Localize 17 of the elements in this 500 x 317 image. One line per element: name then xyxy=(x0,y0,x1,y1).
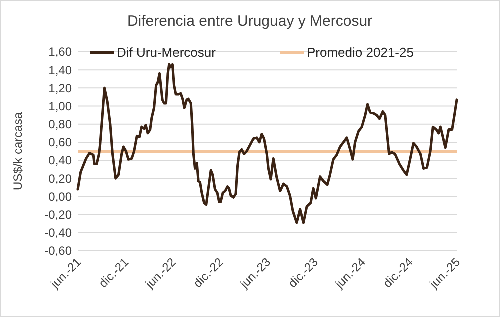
y-tick-label: 0,00 xyxy=(48,190,72,204)
chart-title: Diferencia entre Uruguay y Mercosur xyxy=(127,13,373,30)
y-tick-label: 0,20 xyxy=(48,172,72,186)
y-axis-title: US$/k carcasa xyxy=(11,112,25,191)
y-tick-label: 1,40 xyxy=(48,63,72,78)
y-tick-label: -0,20 xyxy=(44,208,72,222)
y-tick-label: 0,60 xyxy=(48,136,72,150)
y-tick-label: 1,00 xyxy=(48,99,72,114)
y-tick-label: 0,80 xyxy=(48,118,72,132)
y-tick-label: 1,60 xyxy=(48,45,72,60)
y-tick-label: -0,40 xyxy=(44,226,72,240)
legend-label: Promedio 2021-25 xyxy=(307,45,414,60)
y-tick-label: -0,60 xyxy=(44,244,72,258)
y-tick-label: 0,40 xyxy=(48,154,72,168)
legend-label: Dif Uru-Mercosur xyxy=(117,45,217,60)
y-tick-label: 1,20 xyxy=(48,81,72,96)
line-series xyxy=(76,63,458,224)
